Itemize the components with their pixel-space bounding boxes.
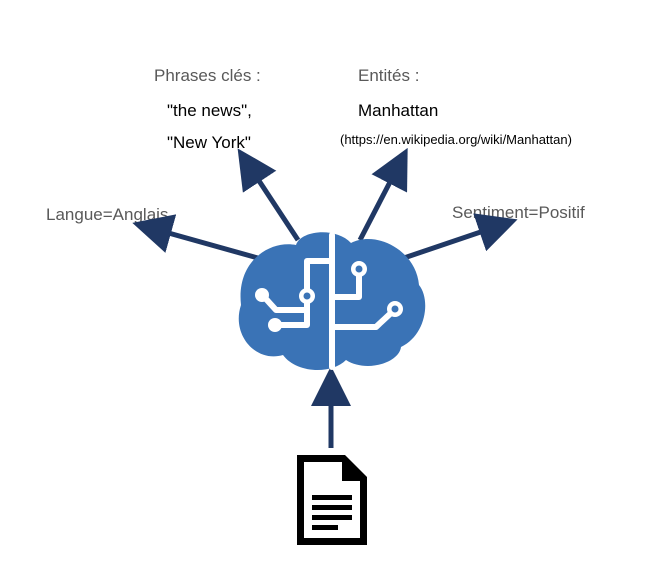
arrow-to-language: [140, 225, 265, 260]
diagram-canvas: Langue=Anglais Phrases clés : "the news"…: [0, 0, 662, 588]
svg-layer: [0, 0, 662, 588]
document-icon: [297, 455, 367, 545]
brain-icon: [239, 232, 425, 370]
arrow-to-sentiment: [398, 222, 510, 260]
arrow-to-entities: [360, 155, 404, 240]
arrow-to-keyphrases: [242, 155, 298, 240]
